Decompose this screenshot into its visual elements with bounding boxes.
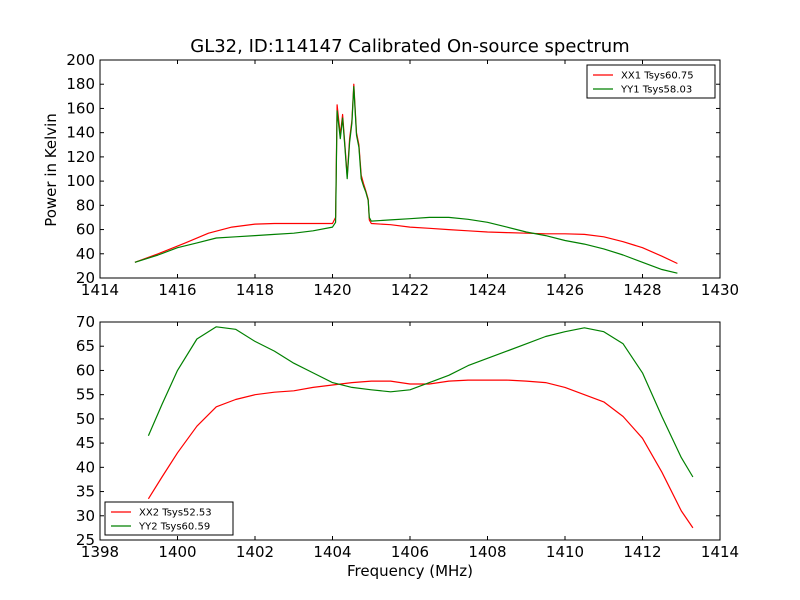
legend: XX2 Tsys52.53 YY2 Tsys60.59 [104, 501, 234, 536]
legend-entry: XX1 Tsys60.75 [621, 71, 694, 82]
legend-entry: YY1 Tsys58.03 [620, 85, 692, 96]
x-tick-label: 1430 [701, 281, 739, 299]
x-tick-label: 1412 [623, 543, 661, 561]
series-line-2 [147, 326, 694, 478]
x-tick-label: 1414 [701, 543, 739, 561]
y-tick-label: 120 [66, 148, 95, 166]
y-tick-label: 45 [76, 434, 95, 452]
bottom-spectrum-panel: 1398 1400 1402 1404 1406 1408 1410 1412 1414 25 30… [76, 313, 739, 561]
x-tick-label: 1426 [546, 281, 584, 299]
y-tick-label: 50 [76, 410, 95, 428]
x-tick-label: 1408 [468, 543, 506, 561]
y-tick-label: 70 [76, 313, 95, 331]
series-line-1 [147, 379, 694, 529]
y-tick-label: 55 [76, 386, 95, 404]
chart-title: GL32, ID:114147 Calibrated On-source spe… [190, 36, 629, 57]
x-tick-label: 1422 [391, 281, 429, 299]
x-tick-label: 1402 [236, 543, 274, 561]
x-tick-label: 1404 [313, 543, 351, 561]
y-tick-label: 25 [76, 531, 95, 549]
x-tick-label: 1418 [236, 281, 274, 299]
y-tick-label: 140 [66, 124, 95, 142]
legend: XX1 Tsys60.75 YY1 Tsys58.03 [586, 64, 716, 99]
y-tick-label: 60 [76, 221, 95, 239]
x-tick-label: 1428 [623, 281, 661, 299]
x-tick-label: 1416 [158, 281, 196, 299]
y-tick-label: 40 [76, 458, 95, 476]
y-axis-label: Power in Kelvin [42, 113, 60, 227]
y-tick-label: 200 [66, 51, 95, 69]
x-axis-label: Frequency (MHz) [347, 562, 473, 580]
legend-box [104, 501, 234, 536]
y-tick-label: 40 [76, 245, 95, 263]
y-tick-label: 20 [76, 269, 95, 287]
y-tick-label: 100 [66, 172, 95, 190]
x-tick-label: 1424 [468, 281, 506, 299]
x-tick-label: 1410 [546, 543, 584, 561]
y-tick-label: 160 [66, 99, 95, 117]
x-tick-label: 1406 [391, 543, 429, 561]
legend-entry: XX2 Tsys52.53 [139, 508, 212, 519]
x-tick-label: 1398 [81, 543, 119, 561]
series-line-2 [134, 86, 678, 274]
legend-entry: YY2 Tsys60.59 [138, 522, 210, 533]
y-tick-label: 65 [76, 337, 95, 355]
x-tick-label: 1420 [313, 281, 351, 299]
y-tick-label: 60 [76, 361, 95, 379]
x-tick-label: 1400 [158, 543, 196, 561]
y-tick-label: 35 [76, 483, 95, 501]
y-tick-label: 180 [66, 75, 95, 93]
legend-box [586, 64, 716, 99]
x-tick-label: 1414 [81, 281, 119, 299]
top-spectrum-panel: 1414 1416 1418 1420 1422 1424 1426 1428 1430 20 40… [66, 51, 739, 299]
y-tick-label: 30 [76, 507, 95, 525]
y-tick-label: 80 [76, 196, 95, 214]
